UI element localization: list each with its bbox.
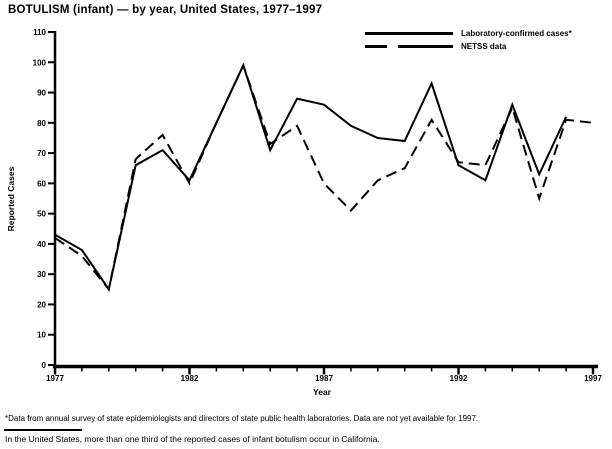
y-axis-tick-label: 30 — [37, 270, 46, 279]
y-axis-tick-label: 90 — [37, 89, 46, 98]
footnote-california: In the United States, more than one thir… — [5, 434, 380, 444]
x-axis-tick-label: 1977 — [46, 374, 64, 383]
y-axis-tick-label: 110 — [33, 28, 46, 37]
footnote-separator — [4, 429, 82, 431]
y-axis-tick-label: 0 — [42, 361, 47, 370]
legend-label-lab-confirmed: Laboratory-confirmed cases* — [461, 29, 572, 38]
x-axis-tick-label: 1997 — [584, 374, 602, 383]
y-axis-title: Reported Cases — [6, 166, 16, 232]
y-axis-tick-label: 10 — [37, 331, 46, 340]
series-netss-line — [54, 62, 594, 292]
x-axis-tick-label: 1992 — [450, 374, 468, 383]
legend-label-netss: NETSS data — [461, 42, 507, 51]
footnote-data-source: *Data from annual survey of state epidem… — [5, 414, 479, 423]
y-axis-tick-label: 80 — [37, 119, 46, 128]
chart-title: BOTULISM (infant) — by year, United Stat… — [8, 4, 323, 16]
y-axis-tick-label: 100 — [33, 58, 47, 67]
y-axis-tick-label: 60 — [37, 179, 46, 188]
legend-item-lab-confirmed: Laboratory-confirmed cases* — [365, 27, 572, 40]
y-axis-tick-label: 40 — [37, 240, 46, 249]
chart-canvas: 0 10 20 30 40 50 60 70 80 90 100 110 1977 1982 1987 199… — [33, 28, 603, 397]
y-axis-tick-label: 20 — [37, 300, 46, 309]
legend: Laboratory-confirmed cases* NETSS data — [365, 27, 572, 53]
x-axis-tick-label: 1987 — [315, 374, 333, 383]
x-axis-tick-label: 1982 — [181, 374, 199, 383]
y-axis-tick-label: 70 — [37, 149, 46, 158]
series-lab-confirmed-line — [54, 62, 568, 292]
y-axis-tick-label: 50 — [37, 210, 46, 219]
solid-line-sample-icon — [365, 32, 453, 35]
dashed-line-sample-icon — [365, 45, 453, 48]
x-axis-title: Year — [313, 387, 332, 397]
legend-item-netss: NETSS data — [365, 40, 572, 53]
